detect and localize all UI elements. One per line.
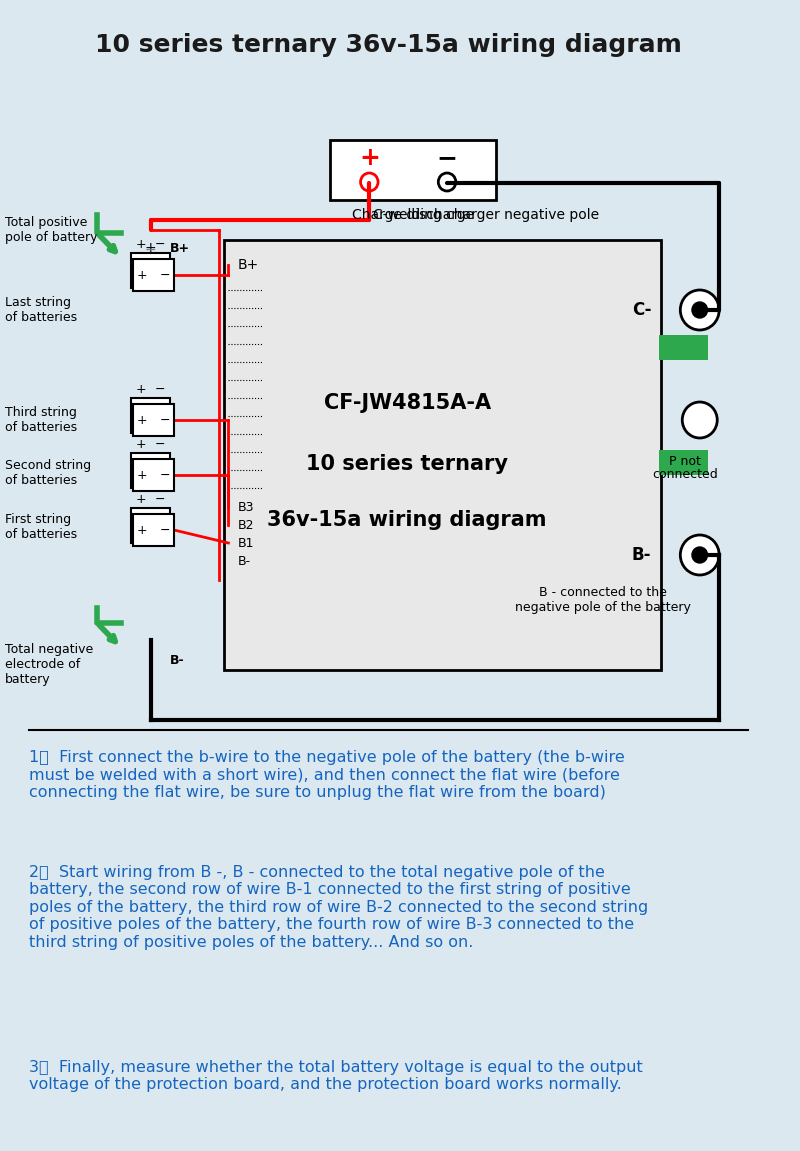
Text: 3、  Finally, measure whether the total battery voltage is equal to the output
vo: 3、 Finally, measure whether the total ba…	[29, 1060, 643, 1092]
Text: B1: B1	[238, 536, 254, 549]
Bar	[131, 508, 170, 543]
Circle shape	[692, 547, 707, 563]
Bar	[659, 450, 707, 475]
Text: −: −	[159, 468, 170, 481]
Text: +: +	[136, 439, 146, 451]
Circle shape	[682, 402, 718, 439]
Text: 2、  Start wiring from B -, B - connected to the total negative pole of the
batte: 2、 Start wiring from B -, B - connected …	[29, 866, 649, 950]
Text: Charge discharge: Charge discharge	[352, 208, 474, 222]
Bar	[131, 253, 170, 288]
Text: Total positive
pole of battery: Total positive pole of battery	[5, 216, 98, 244]
Text: Third string
of batteries: Third string of batteries	[5, 406, 77, 434]
Text: −: −	[155, 439, 166, 451]
Text: −: −	[437, 146, 458, 170]
Text: +: +	[137, 468, 148, 481]
Text: −: −	[159, 524, 170, 536]
Bar	[133, 459, 174, 491]
Text: 10 series ternary 36v-15a wiring diagram: 10 series ternary 36v-15a wiring diagram	[95, 33, 682, 58]
Bar	[223, 241, 661, 670]
Circle shape	[361, 173, 378, 191]
Text: B3: B3	[238, 501, 254, 513]
Circle shape	[692, 302, 707, 318]
Text: Second string
of batteries: Second string of batteries	[5, 459, 91, 487]
Text: B+: B+	[238, 258, 259, 272]
Text: +: +	[136, 238, 146, 251]
Text: B - connected to the
negative pole of the battery: B - connected to the negative pole of th…	[514, 586, 690, 613]
Bar	[330, 140, 496, 200]
Text: B-: B-	[170, 654, 185, 666]
Text: −: −	[145, 243, 157, 257]
Text: 1、  First connect the b-wire to the negative pole of the battery (the b-wire
mus: 1、 First connect the b-wire to the negat…	[29, 750, 625, 800]
Text: C-: C-	[632, 302, 651, 319]
Circle shape	[680, 290, 719, 330]
Text: −: −	[159, 413, 170, 427]
Circle shape	[438, 173, 456, 191]
Text: −: −	[155, 238, 166, 251]
Bar	[133, 404, 174, 436]
Text: Total negative
electrode of
battery: Total negative electrode of battery	[5, 643, 93, 686]
Text: +: +	[137, 413, 148, 427]
Bar	[131, 398, 170, 433]
Text: B-: B-	[632, 546, 651, 564]
Text: 36v-15a wiring diagram: 36v-15a wiring diagram	[267, 510, 547, 529]
Text: +: +	[136, 493, 146, 506]
Text: +: +	[136, 383, 146, 396]
Text: 10 series ternary: 10 series ternary	[306, 453, 508, 473]
Text: B-: B-	[238, 555, 251, 567]
Text: −: −	[159, 268, 170, 282]
Bar	[659, 335, 707, 360]
Circle shape	[680, 535, 719, 576]
Bar	[133, 514, 174, 546]
Text: +: +	[145, 241, 157, 256]
Text: −: −	[155, 493, 166, 506]
Text: P not: P not	[670, 455, 701, 468]
Text: B+: B+	[170, 242, 190, 254]
Text: +: +	[137, 524, 148, 536]
Text: First string
of batteries: First string of batteries	[5, 513, 77, 541]
Text: −: −	[155, 383, 166, 396]
Text: CF-JW4815A-A: CF-JW4815A-A	[324, 394, 490, 413]
Text: B2: B2	[238, 518, 254, 532]
Text: Last string
of batteries: Last string of batteries	[5, 296, 77, 323]
Text: C-welding charger negative pole: C-welding charger negative pole	[373, 208, 599, 222]
Bar	[133, 259, 174, 291]
Text: +: +	[359, 146, 380, 170]
Text: +: +	[137, 268, 148, 282]
Text: connected: connected	[652, 468, 718, 481]
Bar	[131, 453, 170, 488]
